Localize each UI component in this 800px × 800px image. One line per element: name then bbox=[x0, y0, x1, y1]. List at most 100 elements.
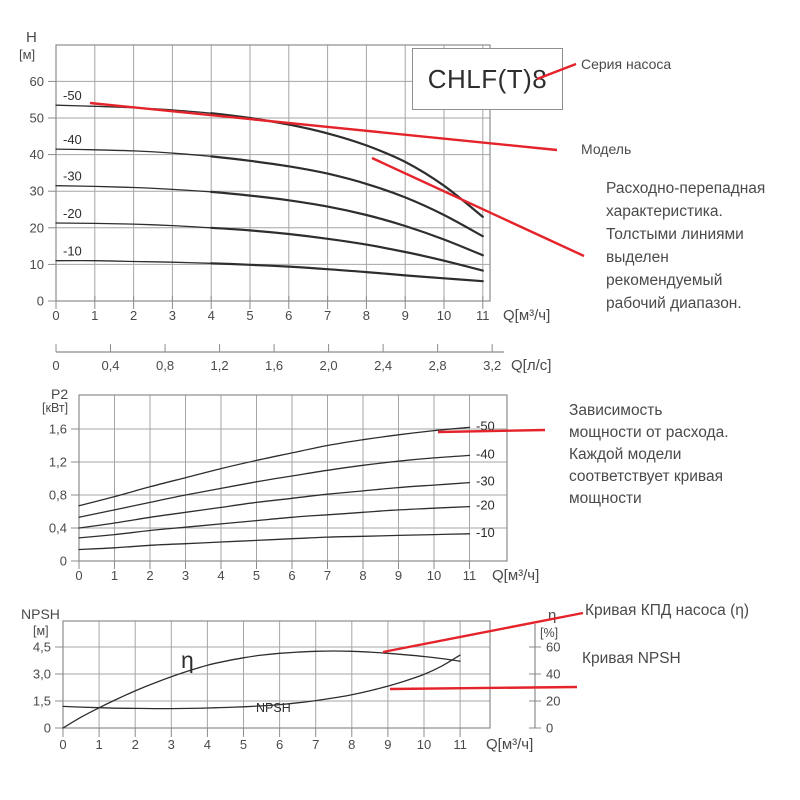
x-tick-label: 0 bbox=[75, 568, 82, 583]
head-curve-working-range bbox=[210, 226, 484, 272]
callout-range-line bbox=[371, 156, 585, 258]
x-axis-title: Q[м³/ч] bbox=[503, 307, 550, 324]
y2-axis-title: η bbox=[548, 607, 556, 624]
x-tick-label: 11 bbox=[463, 568, 477, 583]
x-tick-label: 2 bbox=[132, 737, 139, 752]
power-curve bbox=[78, 505, 471, 539]
y-tick-label: 4,5 bbox=[33, 640, 51, 655]
y-tick-label: 0 bbox=[44, 721, 51, 736]
curve-label: -40 bbox=[476, 446, 495, 461]
curve-label: -50 bbox=[476, 418, 495, 433]
plot-frame bbox=[78, 394, 508, 562]
y2-tick-label: 20 bbox=[546, 694, 560, 709]
x-tick-label: 10 bbox=[417, 737, 431, 752]
lps-tick-label: 3,2 bbox=[483, 358, 501, 373]
text-line: Зависимость bbox=[569, 402, 663, 419]
power-flow-chart: 0 1 2 3 4 5 6 7 8 9 10 11 0 0,4 0,8 1,2 1,6 P2[кВт] Q[м³/ч… bbox=[42, 386, 539, 584]
x-tick-label: 11 bbox=[476, 308, 490, 323]
x-tick-label: 11 bbox=[453, 737, 467, 752]
efficiency-curve-label: η bbox=[181, 647, 194, 673]
y-tick-label: 30 bbox=[30, 184, 44, 199]
x-tick-label: 8 bbox=[363, 308, 370, 323]
x-tick-label: 0 bbox=[59, 737, 66, 752]
lps-tick-label: 1,2 bbox=[211, 358, 229, 373]
y-tick-label: 1,2 bbox=[49, 455, 67, 470]
curve-label: -20 bbox=[63, 206, 82, 221]
text-line: мощности от расхода. bbox=[569, 424, 729, 441]
lps-tick-label: 2,8 bbox=[429, 358, 447, 373]
y-tick-label: 3,0 bbox=[33, 667, 51, 682]
lps-tick-label: 0,4 bbox=[101, 358, 119, 373]
x-tick-label: 3 bbox=[169, 308, 176, 323]
x-tick-label: 5 bbox=[246, 308, 253, 323]
efficiency-curve bbox=[62, 650, 461, 729]
annotation-model-label: Модель bbox=[581, 141, 632, 157]
callout-efficiency-line bbox=[382, 611, 584, 654]
y-tick-label: 10 bbox=[30, 257, 44, 272]
x-tick-label: 9 bbox=[395, 568, 402, 583]
series-box: CHLF(T)8 bbox=[412, 48, 563, 110]
lps-tick-label: 0,8 bbox=[156, 358, 174, 373]
y2-tick-label: 60 bbox=[546, 640, 560, 655]
x-tick-label: 5 bbox=[253, 568, 260, 583]
annotation-series-label: Серия насоса bbox=[581, 56, 672, 72]
annotation-flow-head-text: Расходно-перепадная характеристика. Толс… bbox=[606, 177, 765, 315]
head-curve bbox=[55, 222, 484, 272]
y-tick-label: 1,6 bbox=[49, 422, 67, 437]
text-line: выделен bbox=[606, 249, 669, 266]
y-axis-title: NPSH bbox=[21, 606, 60, 622]
y-tick-label: 50 bbox=[30, 111, 44, 126]
y-tick-label: 0,4 bbox=[49, 521, 67, 536]
y2-tick-label: 0 bbox=[546, 721, 553, 736]
annotation-efficiency-label: Кривая КПД насоса (η) bbox=[585, 602, 750, 619]
y-axis-title-unit: [кВт] bbox=[42, 401, 68, 415]
x-tick-label: 2 bbox=[130, 308, 137, 323]
annotation-power-text: Зависимость мощности от расхода. Каждой … bbox=[569, 400, 729, 510]
x-tick-label: 7 bbox=[312, 737, 319, 752]
head-curve-working-range bbox=[210, 155, 484, 238]
lps-tick-label: 0 bbox=[52, 358, 59, 373]
y-tick-label: 60 bbox=[30, 74, 44, 89]
x-tick-label: 1 bbox=[95, 737, 102, 752]
npsh-curve-label: NPSH bbox=[256, 701, 291, 715]
x-tick-label: 1 bbox=[91, 308, 98, 323]
callout-lines bbox=[89, 62, 585, 691]
x-tick-label: 6 bbox=[288, 568, 295, 583]
x-tick-label: 7 bbox=[324, 308, 331, 323]
y-tick-label: 0 bbox=[37, 294, 44, 309]
text-line: соответствует кривая bbox=[569, 468, 723, 485]
text-line: рабочий диапазон. bbox=[606, 295, 742, 312]
plot-frame bbox=[62, 620, 491, 729]
y-tick-label: 0 bbox=[60, 554, 67, 569]
x-tick-label: 8 bbox=[348, 737, 355, 752]
series-name: CHLF(T)8 bbox=[427, 63, 548, 94]
head-curve-working-range bbox=[210, 262, 484, 283]
lps-tick-label: 2,4 bbox=[374, 358, 392, 373]
head-curve bbox=[55, 148, 484, 237]
curve-label: -40 bbox=[63, 132, 82, 147]
curve-label: -50 bbox=[63, 88, 82, 103]
callout-model-line bbox=[89, 101, 558, 152]
callout-npsh-line bbox=[389, 685, 578, 691]
x-tick-label: 8 bbox=[359, 568, 366, 583]
y-tick-label: 1,5 bbox=[33, 694, 51, 709]
head-curve bbox=[55, 260, 484, 282]
y-tick-label: 0,8 bbox=[49, 488, 67, 503]
curve-label: -10 bbox=[63, 244, 82, 259]
x-tick-label: 4 bbox=[208, 308, 215, 323]
text-line: мощности bbox=[569, 490, 642, 507]
power-curve bbox=[78, 481, 471, 529]
curve-label: -30 bbox=[63, 169, 82, 184]
power-curve bbox=[78, 454, 471, 518]
callout-power-line bbox=[437, 428, 546, 434]
npsh-efficiency-chart: 0 1 2 3 4 5 6 7 8 9 10 11 0 1,5 3,0 4,5 0 20 40 60 NPSH [м] η [… bbox=[21, 606, 560, 753]
head-curve-working-range bbox=[210, 190, 484, 257]
text-line: Каждой модели bbox=[569, 446, 682, 463]
text-line: Толстыми линиями bbox=[606, 226, 744, 243]
x-tick-label: 6 bbox=[285, 308, 292, 323]
lps-axis-title: Q[л/с] bbox=[511, 357, 551, 374]
text-line: характеристика. bbox=[606, 203, 723, 220]
x-tick-label: 4 bbox=[217, 568, 224, 583]
curve-label: -30 bbox=[476, 474, 495, 489]
